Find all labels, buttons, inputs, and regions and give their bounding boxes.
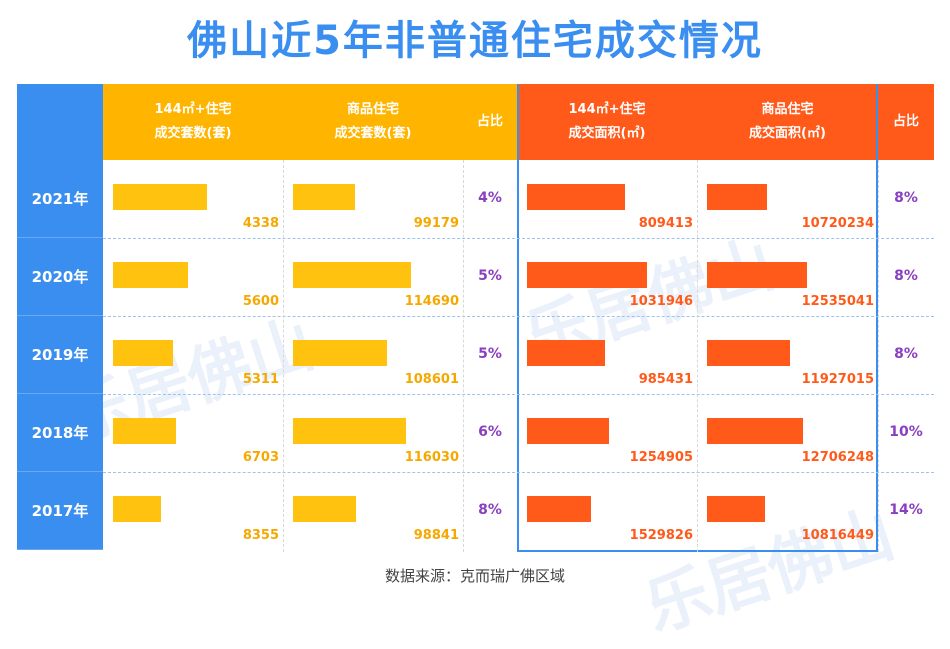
header-nonstd-area: 144㎡+住宅 成交面积(㎡) [517, 84, 697, 160]
row-divider [103, 394, 934, 395]
header-label: 144㎡+住宅 成交面积(㎡) [568, 102, 646, 141]
header-label: 占比 [892, 114, 919, 129]
ratio-value: 8% [894, 190, 918, 206]
bar-nonstd-units [113, 496, 161, 522]
value-label-nonstd-units: 6703 [242, 450, 279, 465]
value-label-all-area: 11927015 [801, 372, 874, 387]
ratio-value: 8% [894, 268, 918, 284]
value-label-all-units: 108601 [404, 372, 459, 387]
value-label-nonstd-area: 1254905 [629, 450, 693, 465]
row-year-label: 2018年 [17, 394, 103, 472]
bar-all-area [707, 184, 767, 210]
ratio-value: 8% [894, 346, 918, 362]
header-ratio-units: 占比 [463, 84, 517, 160]
value-label-all-units: 116030 [404, 450, 459, 465]
column-divider [878, 160, 879, 552]
ratio-value: 6% [478, 424, 502, 440]
value-label-all-units: 98841 [413, 528, 459, 543]
bar-all-area [707, 496, 765, 522]
chart-title: 佛山近5年非普通住宅成交情况 [187, 18, 763, 64]
ratio-value: 8% [478, 502, 502, 518]
column-divider [697, 160, 698, 552]
bar-nonstd-units [113, 184, 207, 210]
value-label-all-area: 12706248 [801, 450, 874, 465]
column-divider [283, 160, 284, 552]
bar-nonstd-units [113, 262, 188, 288]
header-nonstd-units: 144㎡+住宅 成交套数(套) [103, 84, 283, 160]
header-year-corner [17, 84, 103, 160]
bar-nonstd-area [527, 184, 625, 210]
header-label: 144㎡+住宅 成交套数(套) [154, 102, 232, 141]
value-label-nonstd-area: 809413 [638, 216, 693, 231]
ratio-value: 14% [889, 502, 923, 518]
bar-all-area [707, 262, 807, 288]
value-label-all-area: 10816449 [801, 528, 874, 543]
bar-nonstd-area [527, 418, 609, 444]
row-year-label: 2017年 [17, 472, 103, 550]
bar-all-area [707, 418, 803, 444]
header-all-area: 商品住宅 成交面积(㎡) [697, 84, 878, 160]
value-label-all-area: 10720234 [801, 216, 874, 231]
ratio-value: 4% [478, 190, 502, 206]
bar-all-units [293, 418, 406, 444]
value-label-nonstd-units: 8355 [242, 528, 279, 543]
value-label-nonstd-area: 1031946 [629, 294, 693, 309]
value-label-nonstd-units: 5600 [242, 294, 279, 309]
bar-nonstd-units [113, 340, 173, 366]
bar-all-units [293, 184, 355, 210]
value-label-all-units: 99179 [413, 216, 459, 231]
header-all-units: 商品住宅 成交套数(套) [283, 84, 463, 160]
header-label: 商品住宅 成交面积(㎡) [749, 102, 826, 141]
row-divider [103, 238, 934, 239]
ratio-value: 10% [889, 424, 923, 440]
bar-all-units [293, 262, 411, 288]
value-label-all-area: 12535041 [801, 294, 874, 309]
value-label-nonstd-units: 5311 [242, 372, 279, 387]
row-divider [103, 472, 934, 473]
bar-all-area [707, 340, 790, 366]
header-label: 占比 [476, 114, 503, 129]
source-note: 数据来源：克而瑞广佛区域 [384, 567, 565, 585]
value-label-all-units: 114690 [404, 294, 459, 309]
bar-nonstd-area [527, 496, 591, 522]
row-year-label: 2021年 [17, 160, 103, 238]
bar-nonstd-units [113, 418, 176, 444]
row-year-label: 2019年 [17, 316, 103, 394]
data-table: 144㎡+住宅 成交套数(套) 商品住宅 成交套数(套) 占比 144㎡+住宅 成交面… [17, 84, 934, 552]
ratio-value: 5% [478, 346, 502, 362]
row-divider [103, 316, 934, 317]
column-divider [463, 160, 464, 552]
header-ratio-area: 占比 [878, 84, 934, 160]
ratio-value: 5% [478, 268, 502, 284]
bar-all-units [293, 340, 387, 366]
row-year-label: 2020年 [17, 238, 103, 316]
bar-nonstd-area [527, 262, 647, 288]
value-label-nonstd-area: 985431 [638, 372, 693, 387]
bar-nonstd-area [527, 340, 605, 366]
header-label: 商品住宅 成交套数(套) [334, 102, 412, 141]
value-label-nonstd-units: 4338 [242, 216, 279, 231]
bar-all-units [293, 496, 356, 522]
value-label-nonstd-area: 1529826 [629, 528, 693, 543]
